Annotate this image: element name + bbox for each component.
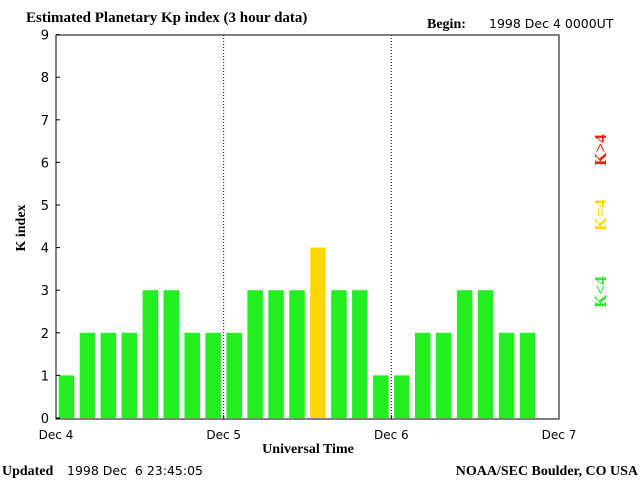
- kp-bar: [310, 247, 326, 418]
- x-tick-labels: Dec 4 Dec 5 Dec 6 Dec 7: [39, 415, 577, 442]
- kp-bar: [142, 290, 159, 418]
- kp-bar: [247, 290, 263, 418]
- plot-frame: [55, 34, 560, 420]
- kp-bar: [205, 332, 221, 418]
- bars-group: [58, 247, 536, 418]
- kp-bar: [79, 332, 96, 418]
- begin-value: 1998 Dec 4 0000UT: [489, 16, 614, 31]
- y-tick-label: 9: [41, 29, 49, 44]
- y-tick-label: 1: [41, 369, 49, 384]
- source-label: NOAA/SEC Boulder, CO USA: [456, 464, 639, 479]
- kp-bar: [373, 375, 389, 418]
- updated-label: Updated: [2, 464, 54, 479]
- y-axis-label: K index: [14, 204, 29, 251]
- y-tick-label: 7: [41, 114, 49, 129]
- kp-bar: [289, 290, 305, 418]
- kp-bar: [100, 332, 117, 418]
- updated-value: 1998 Dec 6 23:45:05: [67, 463, 203, 478]
- y-tick-label: 8: [41, 71, 49, 86]
- legend-low: K<4: [591, 276, 610, 308]
- kp-bar: [268, 290, 284, 418]
- y-tick-label: 4: [41, 242, 49, 257]
- kp-bar: [352, 290, 368, 418]
- kp-bar: [519, 332, 536, 418]
- begin-label: Begin:: [427, 17, 466, 32]
- kp-bar: [436, 332, 452, 418]
- chart-title: Estimated Planetary Kp index (3 hour dat…: [26, 10, 307, 26]
- y-tick-label: 0: [41, 412, 49, 427]
- kp-bar: [184, 332, 200, 418]
- kp-bar: [394, 375, 410, 418]
- y-tick-labels: 0 1 2 3 4 5 6 7 8 9: [41, 29, 60, 427]
- kp-bar: [121, 332, 138, 418]
- kp-bar: [163, 290, 179, 418]
- day-separators: [223, 35, 392, 419]
- legend-mid: K=4: [591, 199, 610, 231]
- kp-bar: [58, 375, 75, 418]
- x-tick-label: Dec 5: [206, 428, 241, 442]
- kp-bar: [331, 290, 347, 418]
- kp-bar: [477, 290, 494, 418]
- y-tick-label: 5: [41, 199, 49, 214]
- x-axis-label: Universal Time: [262, 442, 354, 457]
- kp-bar: [456, 290, 473, 418]
- kp-bar: [415, 332, 431, 418]
- legend-high: K>4: [591, 134, 610, 166]
- kp-bar: [226, 332, 242, 418]
- y-tick-label: 2: [41, 327, 49, 342]
- y-tick-label: 6: [41, 156, 49, 171]
- x-tick-label: Dec 7: [542, 428, 577, 442]
- x-tick-label: Dec 4: [39, 428, 74, 442]
- kp-bar: [498, 332, 515, 418]
- y-tick-label: 3: [41, 284, 49, 299]
- x-tick-label: Dec 6: [374, 428, 409, 442]
